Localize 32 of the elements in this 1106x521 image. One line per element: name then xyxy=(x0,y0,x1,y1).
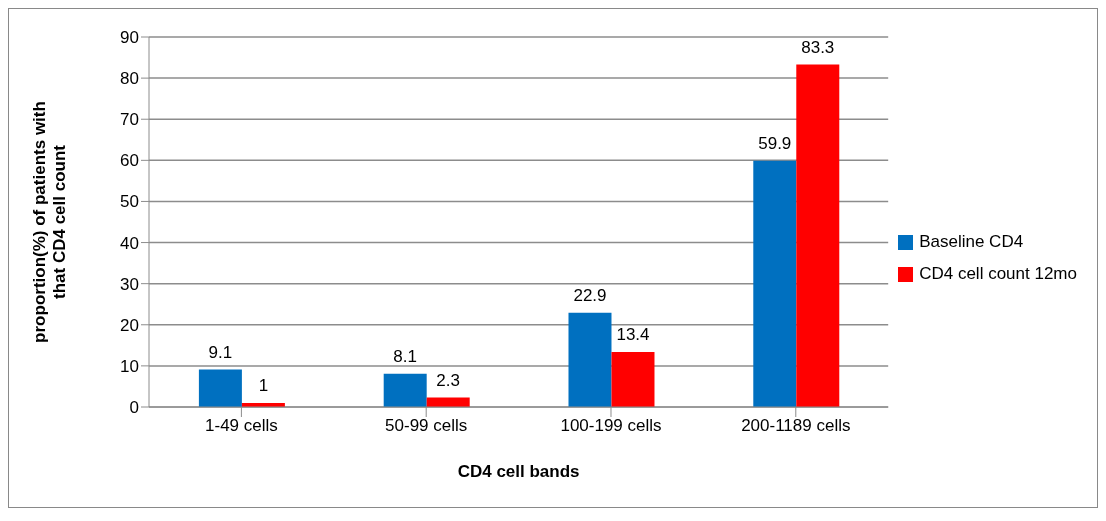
x-tick-label: 200-1189 cells xyxy=(741,416,851,436)
y-axis-title: proportion(%) of patients with that CD4 cell count xyxy=(30,101,69,343)
bar xyxy=(796,64,840,407)
y-tick-label: 60 xyxy=(120,151,139,171)
data-label: 22.9 xyxy=(573,285,607,305)
bar xyxy=(611,351,655,407)
y-tick-label: 10 xyxy=(120,356,139,376)
x-tick-label: 50-99 cells xyxy=(385,416,468,436)
bar xyxy=(198,369,242,407)
y-tick-label: 50 xyxy=(120,192,139,212)
x-axis-title: CD4 cell bands xyxy=(457,462,580,481)
y-tick-label: 40 xyxy=(120,233,139,253)
bar xyxy=(568,312,612,407)
legend-label: Baseline CD4 xyxy=(919,232,1024,252)
y-tick-label: 30 xyxy=(120,274,139,294)
legend-label: CD4 cell count 12mo xyxy=(919,264,1077,284)
data-label: 13.4 xyxy=(616,324,650,344)
y-tick-label: 90 xyxy=(120,28,139,48)
data-label: 2.3 xyxy=(436,370,461,390)
bar xyxy=(753,160,797,407)
data-label: 59.9 xyxy=(758,133,792,153)
data-label: 8.1 xyxy=(393,346,418,366)
data-label: 1 xyxy=(258,375,269,395)
data-label: 83.3 xyxy=(801,37,835,57)
x-tick-label: 1-49 cells xyxy=(205,416,278,436)
x-tick-label: 100-199 cells xyxy=(560,416,662,436)
y-tick-label: 80 xyxy=(120,69,139,89)
y-tick-label: 0 xyxy=(129,398,139,418)
data-label: 9.1 xyxy=(208,342,233,362)
bar xyxy=(383,373,427,407)
y-tick-label: 20 xyxy=(120,315,139,335)
y-tick-label: 70 xyxy=(120,110,139,130)
